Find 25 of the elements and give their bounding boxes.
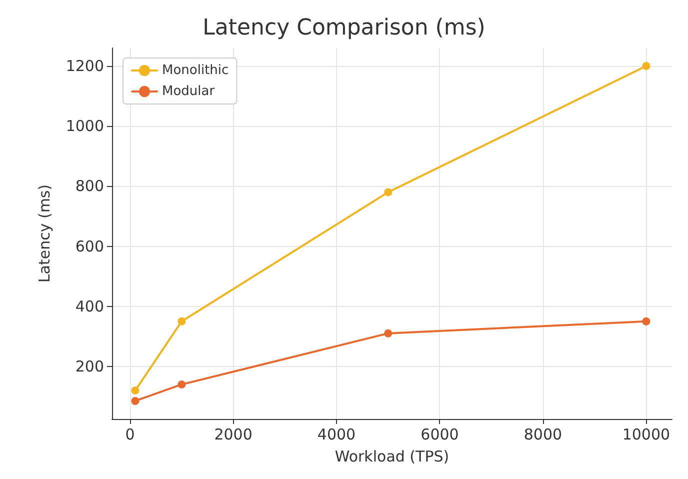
x-tick-label: 6000: [420, 426, 459, 444]
x-tick-label: 2000: [214, 426, 252, 444]
legend-label: Modular: [162, 84, 216, 99]
point: [384, 329, 392, 338]
legend-label: Monolithic: [162, 63, 229, 78]
y-axis-title: Latency (ms): [36, 184, 54, 283]
point: [642, 62, 650, 70]
point: [384, 188, 392, 196]
y-tick-label: 800: [75, 177, 104, 196]
x-tick-label: 10000: [622, 426, 670, 444]
x-tick-label: 4000: [317, 426, 356, 444]
y-tick-label: 400: [75, 297, 104, 316]
point: [642, 317, 650, 326]
x-tick-label: 8000: [524, 426, 562, 444]
x-axis-title: Workload (TPS): [334, 448, 450, 466]
point: [178, 317, 186, 326]
y-tick-label: 1200: [66, 57, 104, 76]
x-tick-label: 0: [125, 426, 135, 444]
point: [131, 396, 140, 405]
point: [178, 380, 186, 388]
y-tick-label: 200: [75, 357, 104, 376]
y-tick-label: 1000: [66, 117, 104, 136]
point: [131, 386, 140, 394]
chart-title: Latency Comparison (ms): [202, 16, 486, 40]
y-tick-label: 600: [75, 237, 104, 256]
